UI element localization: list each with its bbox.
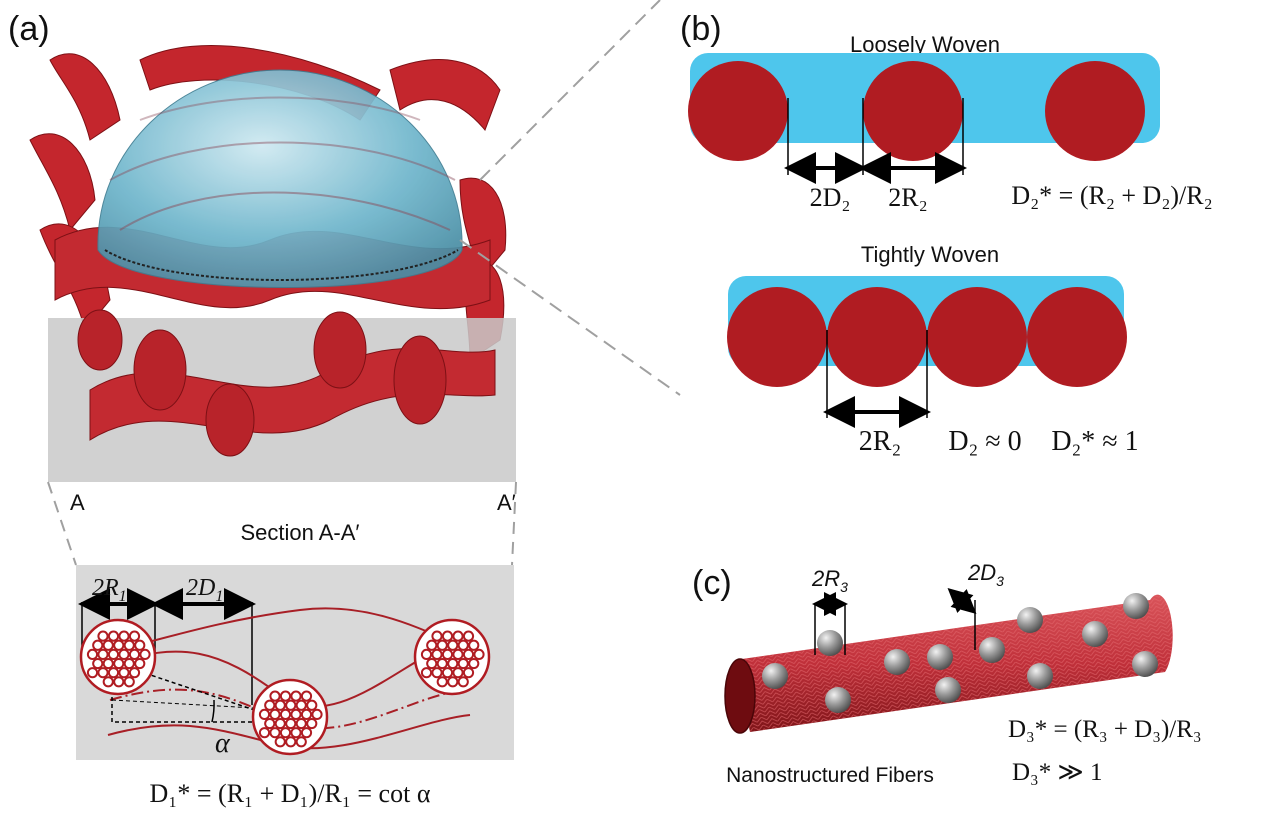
yarn-bundle bbox=[413, 618, 491, 696]
tight-dim-2r2: 2R₂ bbox=[859, 426, 901, 457]
nanoparticle-bead bbox=[1123, 593, 1149, 619]
panel-c: (c) 2R3 2D3 D₃* = (R₃ + D₃)/R₃ D₃* ≫ 1 N… bbox=[692, 560, 1202, 787]
tight-fiber bbox=[927, 287, 1027, 387]
nanoparticle-bead bbox=[935, 677, 961, 703]
loose-formula: D₂* = (R₂ + D₂)/R₂ bbox=[1011, 181, 1212, 210]
loose-fiber bbox=[688, 61, 788, 161]
nanoparticle-bead bbox=[927, 644, 953, 670]
panel-c-dimensions bbox=[812, 587, 977, 655]
loose-dim-2r2: 2R₂ bbox=[888, 183, 927, 212]
loose-title: Loosely Woven bbox=[850, 32, 1000, 57]
connector-line bbox=[511, 481, 517, 566]
yarn-bundle bbox=[79, 618, 157, 696]
loose-dimensions bbox=[784, 98, 967, 184]
tight-formula: D₂* ≈ 1 bbox=[1051, 426, 1138, 457]
dim-2d1: 2D1 bbox=[186, 575, 223, 605]
dim-2r3: 2R3 bbox=[811, 566, 848, 595]
tight-d2: D₂ ≈ 0 bbox=[948, 426, 1021, 457]
tight-fiber bbox=[1027, 287, 1127, 387]
dim-2d3: 2D3 bbox=[967, 560, 1004, 589]
weave-3d-rendering bbox=[29, 45, 516, 482]
tight-dimensions bbox=[823, 330, 931, 428]
tight-fiber bbox=[727, 287, 827, 387]
loose-dim-2d2: 2D₂ bbox=[810, 183, 851, 212]
nanoparticle-bead bbox=[884, 649, 910, 675]
formula-c2: D₃* ≫ 1 bbox=[1012, 759, 1102, 786]
panel-b: (b) Loosely Woven 2D₂ 2R₂ D₂* = (R₂ + D₂… bbox=[680, 10, 1213, 457]
panel-a-label: (a) bbox=[8, 10, 50, 48]
nanoparticle-bead bbox=[825, 687, 851, 713]
formula-a: D₁* = (R₁ + D₁)/R₁ = cot α bbox=[150, 779, 431, 808]
nanoparticle-bead bbox=[762, 663, 788, 689]
section-label-right: A′ bbox=[497, 490, 516, 515]
nanoparticle-bead bbox=[1017, 607, 1043, 633]
tight-fiber bbox=[827, 287, 927, 387]
tight-title: Tightly Woven bbox=[861, 242, 999, 267]
yarn-bundle bbox=[251, 678, 329, 756]
nanoparticle-beads bbox=[762, 593, 1158, 713]
caption-c: Nanostructured Fibers bbox=[726, 764, 934, 787]
panel-b-label: (b) bbox=[680, 10, 722, 48]
connector-line bbox=[459, 239, 681, 396]
connector-line bbox=[47, 481, 77, 566]
connector-line bbox=[479, 0, 661, 181]
formula-c1: D₃* = (R₃ + D₃)/R₃ bbox=[1008, 716, 1202, 743]
section-label-left: A bbox=[70, 490, 85, 515]
nanoparticle-bead bbox=[1027, 663, 1053, 689]
nanoparticle-bead bbox=[1082, 621, 1108, 647]
loose-fiber bbox=[863, 61, 963, 161]
panel-a: (a) bbox=[8, 0, 681, 808]
nanoparticle-bead bbox=[1132, 651, 1158, 677]
loose-fiber bbox=[1045, 61, 1145, 161]
nanoparticle-bead bbox=[817, 630, 843, 656]
section-title: Section A-A′ bbox=[240, 520, 359, 545]
angle-alpha: α bbox=[215, 728, 231, 759]
panel-c-label: (c) bbox=[692, 564, 732, 602]
dim-2r1: 2R1 bbox=[92, 575, 127, 605]
nanoparticle-bead bbox=[979, 637, 1005, 663]
yarn-cross-sections bbox=[79, 618, 491, 756]
